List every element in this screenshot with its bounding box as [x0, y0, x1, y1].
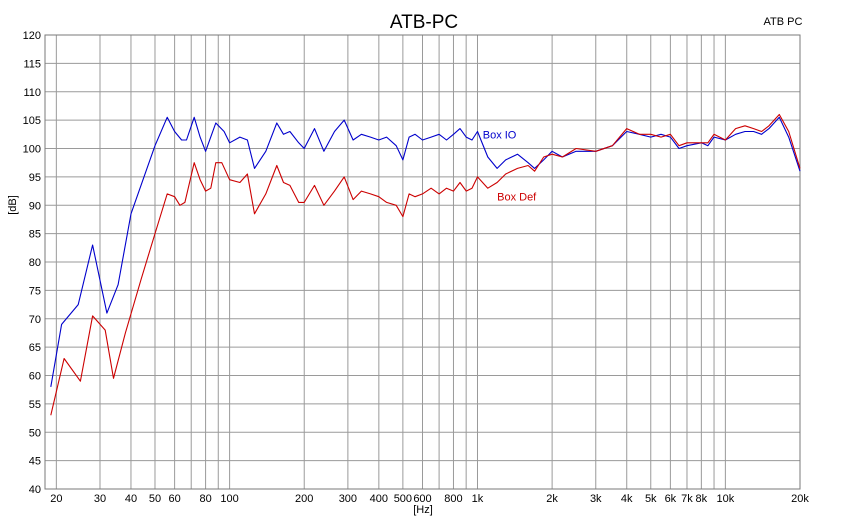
x-tick-label: 80: [199, 493, 211, 505]
y-tick-label: 90: [29, 200, 41, 212]
y-tick-label: 65: [29, 342, 41, 354]
x-tick-label: 3k: [590, 493, 602, 505]
x-tick-label: 800: [444, 493, 462, 505]
series-label-1: Box Def: [497, 192, 537, 204]
x-tick-label: 2k: [546, 493, 558, 505]
y-tick-label: 100: [23, 144, 41, 156]
x-tick-label: 600: [413, 493, 431, 505]
x-tick-label: 20: [50, 493, 62, 505]
x-tick-label: 100: [220, 493, 238, 505]
x-tick-label: 5k: [645, 493, 657, 505]
x-tick-label: 8k: [696, 493, 708, 505]
tick-labels: 40 45 50 55 60 65 70 75 80 85 90 95 100 105 110 115 120 2…: [23, 30, 810, 505]
x-tick-label: 200: [295, 493, 313, 505]
x-tick-label: 20k: [791, 493, 809, 505]
x-tick-label: 10k: [717, 493, 735, 505]
x-tick-label: 400: [370, 493, 388, 505]
x-tick-label: 6k: [665, 493, 677, 505]
series-label-0: Box IO: [483, 129, 517, 141]
x-tick-label: 40: [125, 493, 137, 505]
y-axis-label: [dB]: [7, 195, 19, 215]
x-tick-label: 4k: [621, 493, 633, 505]
series-line-0: [50, 116, 801, 387]
x-tick-label: 500: [394, 493, 412, 505]
y-tick-label: 115: [23, 58, 41, 70]
y-tick-label: 120: [23, 30, 41, 42]
x-tick-label: 60: [168, 493, 180, 505]
x-axis-label: [Hz]: [413, 504, 433, 516]
y-tick-label: 85: [29, 229, 41, 241]
y-tick-label: 110: [23, 87, 41, 99]
series-labels: Box IO Box Def: [483, 129, 537, 203]
y-tick-label: 50: [29, 427, 41, 439]
y-tick-label: 55: [29, 399, 41, 411]
y-tick-label: 95: [29, 172, 41, 184]
y-tick-label: 40: [29, 484, 41, 496]
x-tick-label: 1k: [472, 493, 484, 505]
y-tick-label: 105: [23, 115, 41, 127]
y-tick-label: 80: [29, 257, 41, 269]
grid: [44, 34, 801, 490]
x-tick-label: 50: [149, 493, 161, 505]
y-tick-label: 45: [29, 456, 41, 468]
plot-frame: [44, 34, 801, 490]
x-tick-label: 300: [339, 493, 357, 505]
series-line-1: [50, 113, 801, 416]
x-tick-label: 30: [94, 493, 106, 505]
y-tick-label: 75: [29, 285, 41, 297]
y-tick-label: 60: [29, 371, 41, 383]
corner-label: ATB PC: [764, 16, 803, 28]
y-tick-label: 70: [29, 314, 41, 326]
x-tick-label: 7k: [681, 493, 693, 505]
chart-title: ATB-PC: [390, 12, 458, 33]
series-lines: [50, 113, 801, 416]
